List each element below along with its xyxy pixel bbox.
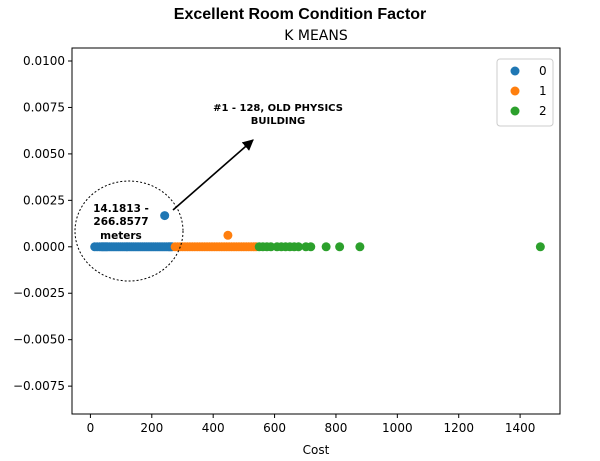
circle-label-line3: meters [100,230,142,242]
y-tick-label: 0.0075 [23,100,65,114]
data-point [306,242,316,252]
legend-label: 0 [539,64,547,78]
data-point [223,230,233,240]
data-point [294,242,304,252]
data-point [535,242,545,252]
legend-marker [510,106,520,116]
x-axis-label: Cost [303,443,330,457]
plot-frame [71,47,561,415]
x-tick-label: 600 [263,421,286,435]
data-point [321,242,331,252]
legend-label: 2 [539,104,547,118]
data-point [160,211,170,221]
x-tick-label: 1000 [382,421,413,435]
arrow-label-line1: #1 - 128, OLD PHYSICS [213,103,343,114]
data-point [335,242,345,252]
plot-axes: 0 200 400 600 800 1000 1200 1400 −0.0075 −0.0050 −… [13,47,561,457]
y-tick-label: 0.0000 [23,240,65,254]
y-tick-label: −0.0050 [13,333,65,347]
x-tick-label: 1200 [443,421,474,435]
y-tick-label: −0.0025 [13,286,65,300]
legend-marker [510,86,520,96]
x-tick-label: 400 [202,421,225,435]
chart-title: K MEANS [284,28,348,44]
y-tick-label: 0.0050 [23,147,65,161]
plot-marks [90,211,545,252]
plot-annotations: 14.1813 - 266.8577 meters #1 - 128, OLD … [74,103,343,282]
chart-legend: 0 1 2 [496,58,554,127]
chart-suptitle: Excellent Room Condition Factor [173,6,427,23]
legend-label: 1 [539,84,547,98]
annotation-circle [74,180,184,282]
y-tick-label: 0.0025 [23,193,65,207]
annotation-arrow [172,139,254,211]
circle-label-line2: 266.8577 [93,216,148,228]
y-tick-label: 0.0100 [23,54,65,68]
arrow-label-line2: BUILDING [251,116,305,127]
circle-label-line1: 14.1813 - [93,203,149,215]
legend-marker [510,66,520,76]
x-tick-label: 0 [87,421,95,435]
x-tick-label: 1400 [505,421,536,435]
x-tick-label: 800 [324,421,347,435]
y-tick-label: −0.0075 [13,379,65,393]
x-tick-label: 200 [140,421,163,435]
data-point [355,242,365,252]
